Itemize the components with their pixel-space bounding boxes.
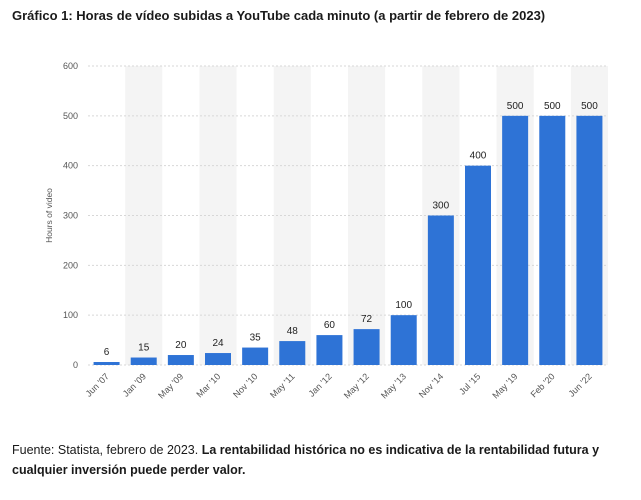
bar bbox=[93, 362, 120, 365]
bar bbox=[205, 353, 231, 365]
x-tick-label: Jul '15 bbox=[457, 371, 482, 396]
source-text: Fuente: Statista, febrero de 2023. bbox=[12, 443, 199, 457]
bar bbox=[316, 335, 343, 365]
x-tick-label: May '11 bbox=[268, 371, 297, 400]
bar bbox=[427, 215, 454, 365]
data-label: 72 bbox=[361, 314, 373, 325]
data-label: 20 bbox=[175, 340, 187, 351]
bar bbox=[279, 341, 306, 365]
x-tick-label: Mar '10 bbox=[194, 371, 222, 399]
data-label: 24 bbox=[212, 338, 224, 349]
data-label: 500 bbox=[581, 101, 598, 112]
x-tick-label: Jan '09 bbox=[121, 371, 148, 398]
bar bbox=[576, 115, 603, 365]
x-tick-label: Nov '10 bbox=[231, 371, 259, 399]
x-tick-label: Nov '14 bbox=[417, 371, 445, 399]
bar bbox=[465, 165, 491, 365]
bar bbox=[539, 115, 566, 365]
x-tick-label: May '09 bbox=[156, 371, 185, 400]
data-label: 100 bbox=[395, 300, 412, 311]
data-label: 400 bbox=[470, 151, 487, 162]
data-label: 60 bbox=[324, 320, 336, 331]
chart-title: Gráfico 1: Horas de vídeo subidas a YouT… bbox=[12, 8, 546, 23]
data-label: 35 bbox=[250, 333, 262, 344]
data-label: 500 bbox=[544, 101, 561, 112]
y-tick-label: 600 bbox=[63, 61, 78, 71]
y-tick-label: 400 bbox=[63, 161, 78, 171]
x-tick-label: Jan '12 bbox=[306, 371, 333, 398]
bar bbox=[502, 115, 529, 365]
x-tick-label: May '12 bbox=[342, 371, 371, 400]
data-label: 6 bbox=[104, 347, 110, 358]
disclaimer-text: La rentabilidad histórica no es indicati… bbox=[12, 443, 600, 477]
data-label: 15 bbox=[138, 343, 150, 354]
bar bbox=[353, 329, 380, 365]
y-axis-label: Hours of video bbox=[44, 188, 54, 243]
y-tick-label: 0 bbox=[73, 360, 78, 370]
x-tick-label: May '13 bbox=[379, 371, 408, 400]
y-tick-label: 500 bbox=[63, 111, 78, 121]
bar bbox=[242, 347, 269, 365]
data-label: 500 bbox=[507, 101, 524, 112]
bar bbox=[130, 357, 157, 365]
y-tick-label: 300 bbox=[63, 211, 78, 221]
data-label: 300 bbox=[433, 201, 450, 212]
footer-note: Fuente: Statista, febrero de 2023. La re… bbox=[12, 440, 632, 480]
y-tick-label: 100 bbox=[63, 310, 78, 320]
x-tick-label: Feb '20 bbox=[529, 371, 557, 399]
x-tick-label: Jun '22 bbox=[566, 371, 593, 398]
bar bbox=[167, 355, 194, 365]
data-label: 48 bbox=[287, 326, 299, 337]
background-band bbox=[348, 66, 386, 365]
y-tick-label: 200 bbox=[63, 260, 78, 270]
x-tick-label: May '19 bbox=[490, 371, 519, 400]
bar bbox=[390, 315, 417, 365]
x-tick-label: Jun '07 bbox=[84, 371, 111, 398]
